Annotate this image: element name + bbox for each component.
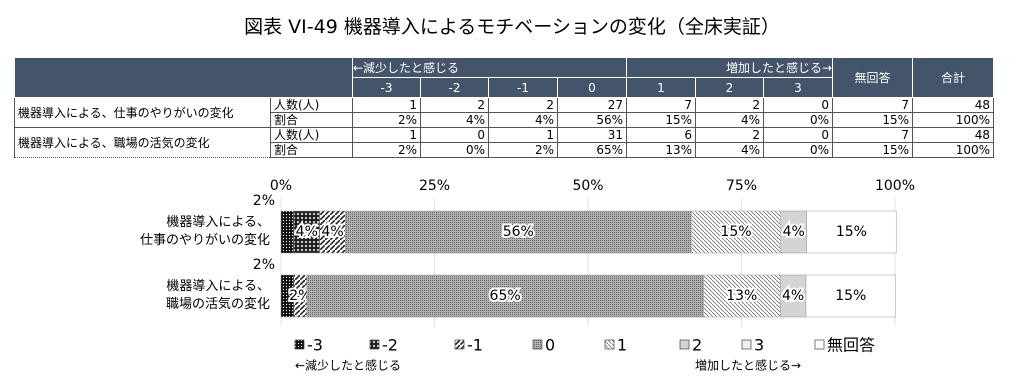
legend-label: 3 xyxy=(754,336,764,355)
column-header: 合計 xyxy=(912,57,994,98)
row-label: 機器導入による、仕事のやりがいの変化 xyxy=(14,97,271,128)
ratio-cell: 13% xyxy=(626,142,696,158)
bar-segment xyxy=(805,274,896,318)
legend-swatch xyxy=(294,339,305,350)
column-header: 無回答 xyxy=(832,57,913,98)
data-label: 65% xyxy=(490,288,521,304)
x-tick-label: 50% xyxy=(572,178,603,194)
ratio-cell: 2% xyxy=(488,142,558,158)
row-sublabel: 割合 xyxy=(270,142,353,158)
bar-segment xyxy=(280,210,295,254)
legend-label: 0 xyxy=(545,336,555,355)
ratio-cell: 100% xyxy=(912,142,994,158)
data-label: 4% xyxy=(783,224,805,240)
legend-swatch xyxy=(604,339,615,350)
legend-note: ←減少したと感じる xyxy=(295,358,401,373)
ratio-cell: 4% xyxy=(695,142,764,158)
x-tick-label: 25% xyxy=(419,178,450,194)
data-label: 13% xyxy=(726,288,757,304)
column-header: -3 xyxy=(352,77,421,98)
legend-swatch xyxy=(679,339,690,350)
bar-segment xyxy=(319,210,346,254)
data-label: 15% xyxy=(836,224,867,240)
legend-swatch xyxy=(741,339,752,350)
title: 図表 VI-49 機器導入によるモチベーションの変化（全床実証） xyxy=(244,16,780,38)
bar-segment xyxy=(345,210,692,254)
data-label: 4% xyxy=(782,288,804,304)
data-label: 4% xyxy=(321,224,343,240)
bar-segment xyxy=(779,274,807,318)
header-row: -3 -2 -1 0 1 2 3 xyxy=(15,77,994,98)
column-header: 1 xyxy=(626,77,696,98)
data-label: 2% xyxy=(253,193,275,209)
legend-label: 1 xyxy=(617,336,627,355)
ratio-row: 割合 2% 0% 2% 65% 13% 4% 0% 15% 100% xyxy=(15,142,994,158)
x-tick-label: 75% xyxy=(726,178,757,194)
legend-note: 増加したと感じる→ xyxy=(695,358,801,373)
legend-label: -1 xyxy=(467,336,483,355)
legend-swatch xyxy=(454,339,465,350)
legend-swatch xyxy=(369,339,380,350)
legend-label: -2 xyxy=(382,336,398,355)
bar-segment xyxy=(780,210,807,254)
row-sublabel: 人数(人) xyxy=(270,127,353,143)
legend-swatch xyxy=(532,339,543,350)
legend-label: -3 xyxy=(307,336,323,355)
bar-segment xyxy=(306,274,704,318)
legend-label: 無回答 xyxy=(827,336,875,355)
bar-segment xyxy=(806,210,897,254)
x-tick-label: 100% xyxy=(875,178,915,194)
header-cell xyxy=(14,57,353,98)
data-table: ←減少したと感じる 増加したと感じる→ 無回答 合計 -3 -2 -1 0 1 2 3 機器導入による… xyxy=(14,57,994,158)
legend-label: 2 xyxy=(692,336,702,355)
group-label: 増加したと感じる→ xyxy=(626,57,833,78)
column-header: 2 xyxy=(695,77,764,98)
bar-segment xyxy=(703,274,781,318)
x-tick-label: 0% xyxy=(270,178,292,194)
ratio-cell: 0% xyxy=(763,142,833,158)
data-label: 4% xyxy=(296,224,318,240)
category-label: 機器導入による、 仕事のやりがいの変化 xyxy=(139,215,270,248)
column-header: 0 xyxy=(557,77,627,98)
header-row: ←減少したと感じる 増加したと感じる→ 無回答 合計 xyxy=(14,57,994,98)
data-label: 56% xyxy=(503,224,534,240)
data-label: 15% xyxy=(720,224,751,240)
ratio-row: 割合 2% 4% 4% 56% 15% 4% 0% 15% 100% xyxy=(15,112,994,128)
count-row: 機器導入による、仕事のやりがいの変化 人数(人) 1 2 2 27 7 2 0 7 48 xyxy=(14,97,994,128)
data-label: 2% xyxy=(253,257,275,273)
bar-segment xyxy=(293,210,320,254)
data-label: 15% xyxy=(835,288,866,304)
row-label: 機器導入による、職場の活気の変化 xyxy=(14,127,271,158)
legend-swatch xyxy=(814,339,825,350)
row-sublabel: 人数(人) xyxy=(270,97,353,113)
ratio-cell: 0% xyxy=(420,142,489,158)
category-label: 機器導入による、 職場の活気の変化 xyxy=(165,279,270,312)
bar-segment xyxy=(690,210,782,254)
